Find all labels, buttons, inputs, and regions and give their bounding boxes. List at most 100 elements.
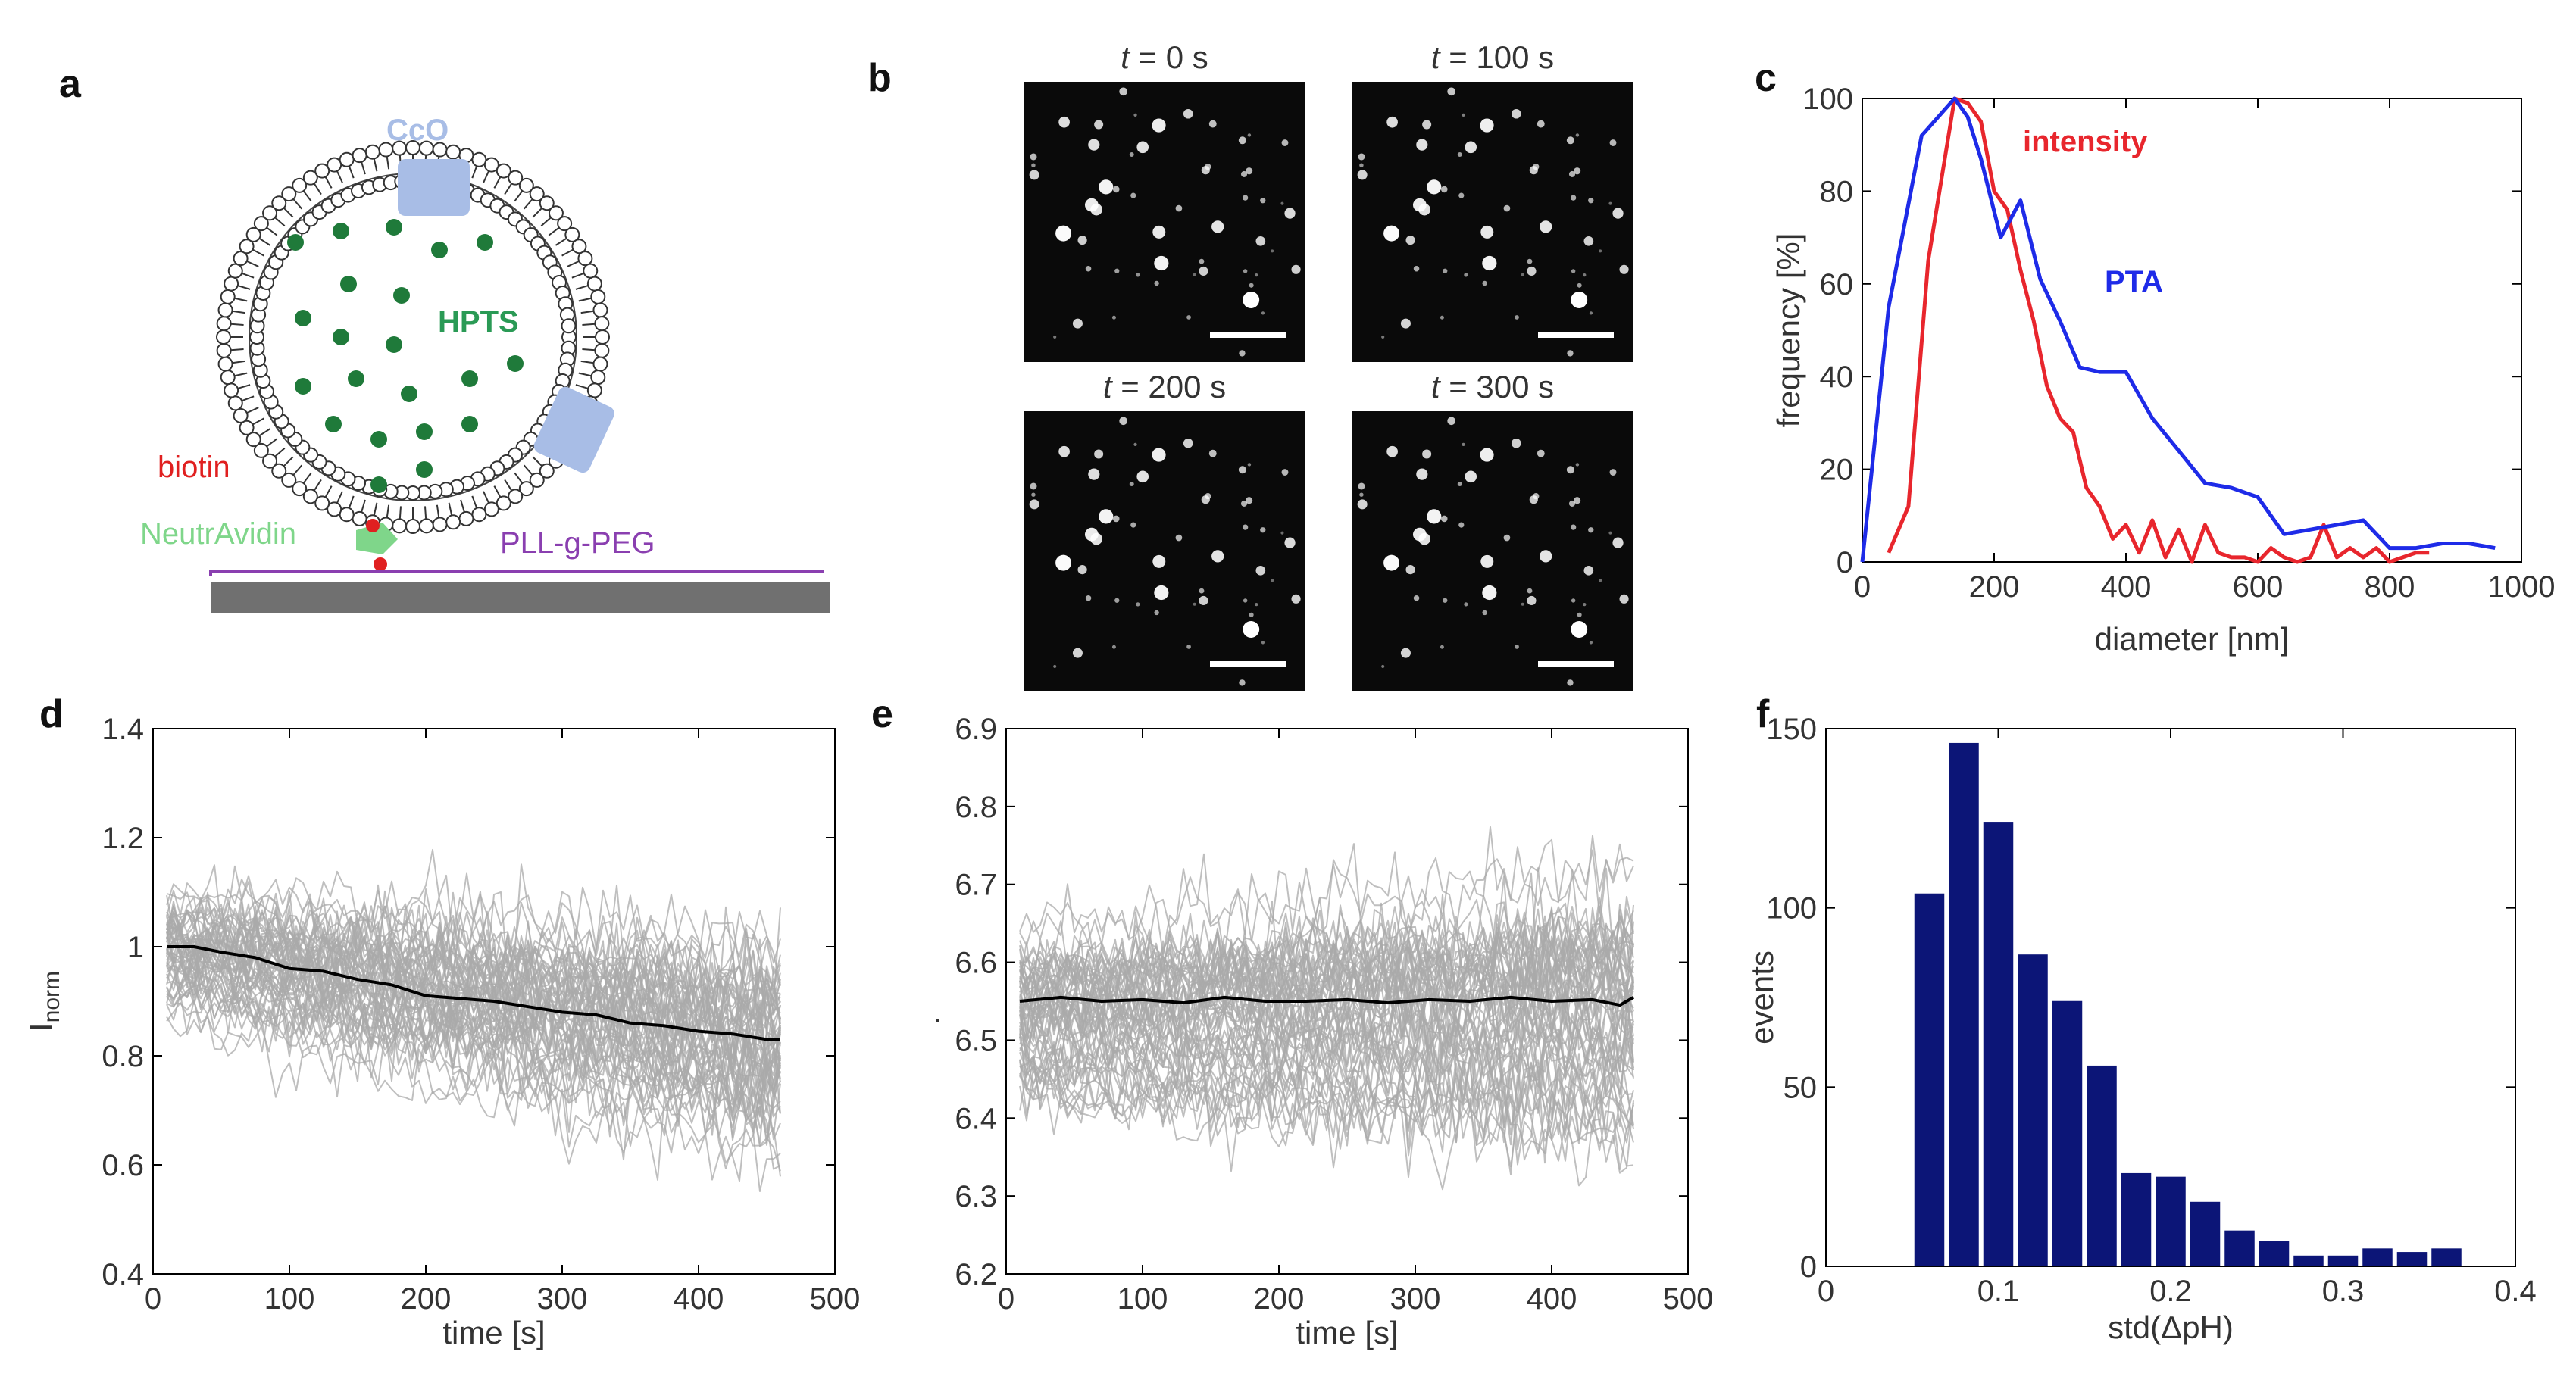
hpts-dot	[295, 310, 311, 326]
single-trace	[1019, 976, 1634, 1080]
single-trace	[166, 947, 781, 1113]
fluorescent-spot	[1583, 236, 1594, 246]
y-tick-label: 0.6	[102, 1149, 144, 1182]
y-tick-label: 6.6	[955, 947, 997, 980]
lipid-head-outer	[471, 151, 487, 167]
single-trace	[1019, 1023, 1634, 1119]
single-trace	[1019, 976, 1634, 1079]
single-trace	[1019, 1054, 1634, 1164]
histogram-bar	[2190, 1201, 2221, 1266]
x-tick-label: 500	[810, 1282, 861, 1316]
lipid-head-outer	[539, 463, 555, 479]
single-trace	[166, 890, 781, 1037]
hpts-dot	[416, 461, 433, 478]
fluorescent-spot	[1570, 195, 1577, 201]
fluorescent-spot	[1271, 249, 1274, 253]
fluorescent-spot	[1255, 236, 1266, 246]
lipid-tail	[460, 499, 465, 513]
lipid-head-outer	[595, 329, 610, 345]
scale-bar	[1210, 332, 1286, 338]
lipid-tail	[302, 472, 312, 484]
fluorescent-spot	[1085, 595, 1092, 601]
lipid-tail	[230, 323, 244, 326]
biotin-dot-bottom	[374, 557, 387, 571]
fluorescent-spot	[1152, 554, 1166, 568]
single-trace	[166, 990, 781, 1177]
fluorescent-spot	[1567, 679, 1574, 686]
lipid-head-outer	[281, 186, 297, 202]
fluorescent-spot	[1199, 258, 1205, 264]
fluorescent-spot	[1088, 139, 1100, 151]
pll-g-peg-layer	[209, 570, 824, 576]
lipid-head-outer	[583, 263, 599, 279]
lipid-head-outer	[239, 239, 255, 254]
time-value: = 0 s	[1130, 39, 1208, 75]
fluorescent-spot	[1243, 292, 1260, 308]
fluorescent-spot	[1609, 139, 1617, 146]
fluorescent-spot	[1111, 645, 1116, 649]
scale-bar	[1210, 661, 1286, 667]
hpts-dot	[393, 287, 410, 304]
fluorescent-spot	[1055, 554, 1072, 571]
hpts-dot	[416, 423, 433, 440]
series-line-intensity	[1887, 96, 2430, 564]
time-symbol: t	[1103, 369, 1114, 404]
fluorescent-spot	[1242, 195, 1249, 201]
lipid-head-outer	[245, 432, 261, 448]
fluorescent-spot	[1260, 527, 1266, 533]
lipid-head-outer	[216, 316, 232, 332]
fluorescent-spot	[1281, 469, 1289, 476]
fluorescent-spot	[1443, 598, 1448, 603]
time-symbol: t	[1121, 39, 1131, 75]
fluorescent-spot	[1609, 469, 1617, 476]
fluorescent-spot	[1260, 198, 1266, 204]
lipid-tail	[386, 156, 390, 170]
lipid-head-outer	[471, 507, 487, 523]
fluorescent-spot	[1255, 565, 1266, 576]
lipid-tail	[471, 165, 478, 179]
lipid-tail	[283, 207, 294, 218]
fluorescent-spot	[1575, 463, 1580, 467]
fluorescent-spot	[1427, 179, 1442, 195]
fluorescent-spot	[1152, 225, 1166, 239]
lipid-head-outer	[224, 382, 239, 398]
lipid-tail	[324, 176, 333, 189]
histogram-bar	[1914, 893, 1945, 1266]
lipid-head-outer	[594, 342, 610, 358]
lipid-head-outer	[339, 507, 355, 523]
fluorescent-spot	[1540, 220, 1552, 233]
cco-protein-top	[398, 159, 470, 216]
fluorescent-spot	[1055, 225, 1072, 242]
y-tick-label: 6.9	[955, 713, 997, 746]
fluorescent-spot	[1511, 438, 1521, 448]
time-value: = 300 s	[1440, 369, 1555, 404]
lipid-head-outer	[590, 289, 606, 304]
fluorescent-spot	[1114, 268, 1120, 273]
fluorescent-spot	[1464, 602, 1468, 607]
x-axis-label: std(ΔpH)	[2108, 1310, 2234, 1345]
fluorescent-spot	[1577, 612, 1582, 617]
neutravidin-label: NeutrAvidin	[140, 517, 296, 551]
panel-label-c: c	[1755, 56, 1777, 100]
single-trace	[1019, 1017, 1634, 1144]
fluorescent-spot	[1152, 118, 1166, 133]
lipid-tail	[582, 323, 596, 326]
size-distribution-chart: 0 200 400 600 800 1000 0 20 40 60 80 100 intensity PT…	[1771, 83, 2555, 657]
fluorescent-spot	[1271, 579, 1274, 582]
fluorescent-spot	[1072, 648, 1083, 658]
lipid-tail	[252, 248, 264, 257]
fluorescent-spot	[1537, 449, 1545, 457]
fluorescent-spot	[1129, 151, 1134, 157]
lipid-head-outer	[508, 489, 524, 504]
lipid-head-outer	[233, 407, 249, 423]
fluorescent-spot	[1462, 113, 1465, 117]
lipid-tail	[483, 170, 490, 183]
lipid-tail	[324, 485, 333, 498]
fluorescent-spot	[1575, 133, 1580, 137]
lipid-head-outer	[314, 163, 330, 179]
lipid-tail	[274, 447, 286, 457]
fluorescent-spot	[1443, 268, 1448, 273]
fluorescent-spot	[1386, 116, 1398, 128]
fluorescent-spot	[1482, 280, 1487, 286]
y-tick-label: 1.4	[102, 713, 144, 746]
